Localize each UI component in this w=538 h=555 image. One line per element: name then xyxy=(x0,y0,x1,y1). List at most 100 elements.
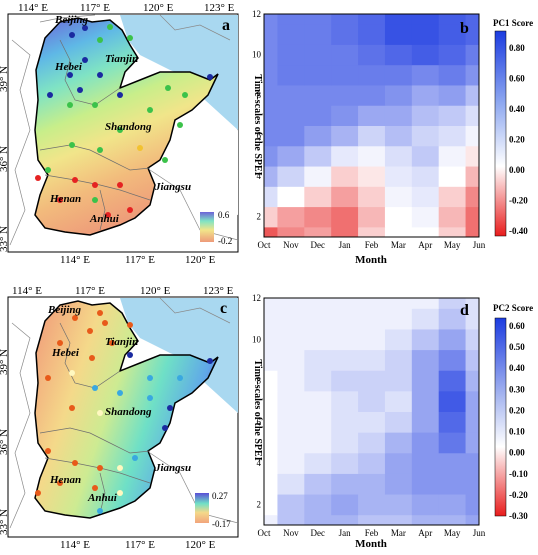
heatmap-cell xyxy=(384,226,413,238)
label-henan: Henan xyxy=(49,193,81,205)
heatmap-cell xyxy=(358,349,386,371)
heatmap-cell xyxy=(277,308,305,330)
colorbar-tick-label: 0.20 xyxy=(509,135,525,145)
map-c-svg: Beijing Tianjin Hebei Shandong Henan Jia… xyxy=(0,285,239,551)
heatmap-cell xyxy=(465,473,480,495)
heatmap-cell xyxy=(277,349,305,371)
heatmap-cell xyxy=(277,298,305,309)
heatmap-cell xyxy=(438,64,467,86)
colorbar-tick-label: -0.20 xyxy=(509,490,528,500)
heatmap-cell xyxy=(465,514,480,526)
y-axis-label-b: Time-scales of the SPEI xyxy=(252,74,263,175)
svg-text:123° E: 123° E xyxy=(204,2,235,14)
colorbar-tick-label: 0.10 xyxy=(509,427,525,437)
heatmap-cell xyxy=(384,145,413,167)
sea-area-lower xyxy=(175,130,238,215)
heatmap-cell xyxy=(264,166,278,187)
x-ticks-top-a: 114° E 117° E 120° E 123° E xyxy=(18,2,235,14)
colorbar-c xyxy=(195,493,209,523)
heatmap-cell xyxy=(384,166,413,187)
heatmap-cell xyxy=(331,328,359,351)
heatmap-cell xyxy=(264,308,278,330)
heatmap-cell xyxy=(411,452,440,474)
svg-text:39° N: 39° N xyxy=(0,66,10,92)
heatmap-cell xyxy=(358,390,386,412)
x-tick-label: Feb xyxy=(365,240,379,250)
panel-a-map: Beijing Tianjin Hebei Shandong Henan Jia… xyxy=(0,0,250,266)
heatmap-cell xyxy=(331,64,359,86)
heatmap-cell xyxy=(331,206,359,228)
heatmap-cell xyxy=(331,452,359,474)
heatmap-cell xyxy=(264,473,278,495)
x-tick-label: Mar xyxy=(391,240,406,250)
heatmap-cell xyxy=(465,411,480,433)
heatmap-cell xyxy=(331,145,359,167)
panel-letter-c: c xyxy=(220,300,227,317)
x-tick-label: May xyxy=(444,528,461,538)
svg-text:33° N: 33° N xyxy=(0,509,10,535)
heatmap-cell xyxy=(384,84,413,106)
heatmap-cell xyxy=(438,226,467,238)
heatmap-cell xyxy=(358,298,386,309)
heatmap-d-svg: Oct Nov Dec Jan Feb Mar Apr May Jun 2 4 6 8 10 12 d Mo… xyxy=(252,293,533,550)
svg-text:120° E: 120° E xyxy=(185,254,216,265)
heatmap-cell xyxy=(411,24,440,45)
x-ticks-bottom-a: 114° E 117° E 120° E xyxy=(60,254,216,266)
heatmap-cell xyxy=(304,298,332,309)
heatmap-cell xyxy=(465,390,480,412)
y-axis-label-d: Time-scales of the SPEI xyxy=(252,359,263,460)
colorbar-tick-label: 0.20 xyxy=(509,405,525,415)
y-tick-label: 6 xyxy=(257,131,262,141)
heatmap-cell xyxy=(411,473,440,495)
heatmap-cell xyxy=(277,125,305,147)
heatmap-cell xyxy=(384,411,413,433)
heatmap-cell xyxy=(384,432,413,454)
heatmap-cell xyxy=(384,206,413,228)
heatmap-cell xyxy=(411,125,440,147)
colorbar-tick-label: 0.60 xyxy=(509,321,525,331)
axis-ticks-b: Oct Nov Dec Jan Feb Mar Apr May Jun 2 4 6 8 10 12 xyxy=(252,9,486,250)
heatmap-cell xyxy=(438,390,467,412)
heatmap-cell xyxy=(358,328,386,351)
heatmap-cell xyxy=(277,473,305,495)
heatmap-cell xyxy=(465,24,480,45)
heatmap-cell xyxy=(277,105,305,126)
svg-text:117° E: 117° E xyxy=(80,2,110,14)
heatmap-cell xyxy=(277,432,305,454)
heatmap-cell xyxy=(384,14,413,25)
y-tick-label: 10 xyxy=(252,50,262,60)
heatmap-cell xyxy=(358,514,386,526)
heatmap-cell xyxy=(277,24,305,45)
heatmap-cell xyxy=(304,411,332,433)
heatmap-cell xyxy=(264,206,278,228)
heatmap-cell xyxy=(384,64,413,86)
y-tick-label: 6 xyxy=(257,417,262,427)
heatmap-cell xyxy=(304,308,332,330)
svg-text:120° E: 120° E xyxy=(143,2,174,14)
heatmap-cell xyxy=(264,390,278,412)
heatmap-cell xyxy=(438,473,467,495)
heatmap-cell xyxy=(264,125,278,147)
heatmap-cell xyxy=(264,145,278,167)
y-tick-label: 12 xyxy=(252,293,261,303)
svg-text:120° E: 120° E xyxy=(140,285,171,297)
heatmap-cell xyxy=(304,145,332,167)
heatmap-cell xyxy=(358,452,386,474)
heatmap-cell xyxy=(331,14,359,25)
x-tick-label: Mar xyxy=(391,528,406,538)
heatmap-cell xyxy=(264,24,278,45)
heatmap-cell xyxy=(264,226,278,238)
colorbar-tick-label: -0.20 xyxy=(509,196,528,206)
heatmap-cell xyxy=(438,166,467,187)
heatmap-cell xyxy=(304,390,332,412)
heatmap-cell xyxy=(465,186,480,208)
heatmap-cell xyxy=(411,298,440,309)
label-beijing: Beijing xyxy=(47,304,82,316)
heatmap-cell xyxy=(411,308,440,330)
x-axis-label-b: Month xyxy=(355,254,387,266)
panel-letter-d: d xyxy=(460,302,469,319)
heatmap-cell xyxy=(465,14,480,25)
y-tick-label: 4 xyxy=(257,171,262,181)
heatmap-cell xyxy=(331,166,359,187)
heatmap-cell xyxy=(277,84,305,106)
